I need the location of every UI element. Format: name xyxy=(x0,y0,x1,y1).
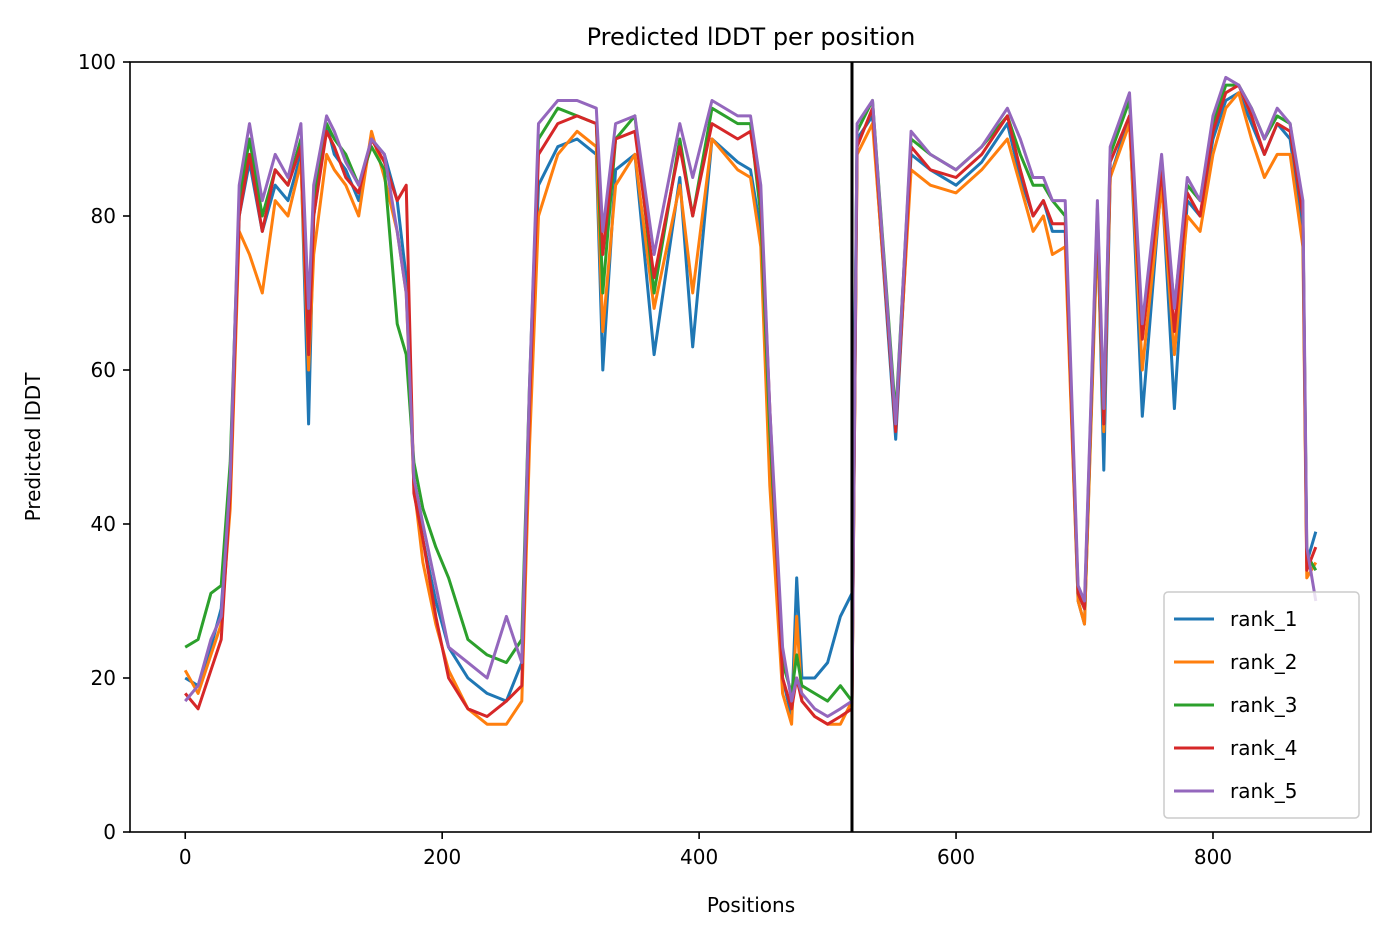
x-tick-label: 600 xyxy=(937,845,975,869)
y-tick-label: 0 xyxy=(103,820,116,844)
x-axis-label: Positions xyxy=(707,893,795,917)
legend-box xyxy=(1163,591,1360,819)
legend-label-rank_1: rank_1 xyxy=(1230,607,1297,631)
legend-label-rank_3: rank_3 xyxy=(1230,693,1297,717)
legend-label-rank_2: rank_2 xyxy=(1230,650,1297,674)
y-axis-label: Predicted lDDT xyxy=(21,372,45,522)
legend-label-rank_4: rank_4 xyxy=(1230,736,1297,760)
series-line-rank_5 xyxy=(184,75,1318,718)
y-tick-label: 20 xyxy=(91,666,116,690)
y-tick-label: 100 xyxy=(78,50,116,74)
x-tick-label: 400 xyxy=(680,845,718,869)
plot-area xyxy=(183,62,1318,832)
chart-title: Predicted lDDT per position xyxy=(587,23,916,51)
y-tick-label: 60 xyxy=(91,358,116,382)
x-tick-label: 200 xyxy=(423,845,461,869)
y-axis: 0 20 40 60 80 100 xyxy=(78,50,130,844)
y-tick-label: 80 xyxy=(91,204,116,228)
y-tick-label: 40 xyxy=(91,512,116,536)
x-tick-label: 800 xyxy=(1194,845,1232,869)
legend-label-rank_5: rank_5 xyxy=(1230,779,1297,803)
x-axis: 0 200 400 600 800 xyxy=(179,832,1232,869)
x-tick-label: 0 xyxy=(179,845,192,869)
axes-frame xyxy=(129,61,1372,833)
legend: rank_1 rank_2 rank_3 rank_4 rank_5 xyxy=(1163,591,1360,819)
